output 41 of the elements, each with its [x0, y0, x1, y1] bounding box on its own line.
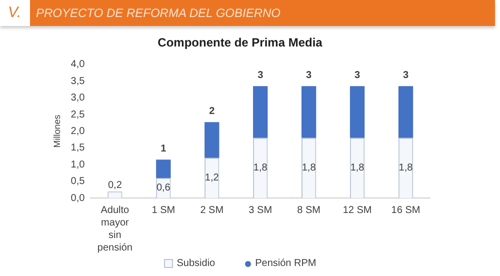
total-label: 3 [306, 70, 312, 81]
text: V. [7, 3, 22, 23]
x-tick-label: 8 SM [297, 205, 320, 216]
y-tick-label: 3,5 [70, 76, 86, 87]
data-label: 1,8 [302, 162, 316, 174]
y-tick-label: 4,0 [70, 59, 86, 70]
x-tick-label: 3 SM [248, 205, 272, 216]
bar [398, 86, 414, 138]
data-label: 1,8 [350, 162, 365, 174]
y-tick-label: 2,5 [70, 109, 86, 120]
bar [204, 122, 220, 158]
bar [350, 86, 365, 138]
y-tick-label: 2,0 [70, 126, 86, 137]
data-label: 0,2 [108, 180, 122, 192]
y-tick-label: 0,5 [70, 176, 86, 188]
total-label: 3 [258, 70, 264, 81]
y-tick-label: 1,0 [70, 159, 86, 170]
x-tick-label: 1 SM [152, 205, 176, 216]
data-label: 0,6 [156, 182, 171, 194]
data-label: 1,2 [204, 172, 220, 184]
data-label: 1,8 [253, 162, 268, 174]
legend-label: Subsidio [176, 258, 216, 269]
x-tick-label: Adulto mayor sin pensión [97, 205, 132, 254]
y-tick-label: 0,0 [70, 192, 86, 204]
bar [301, 86, 316, 138]
bar [253, 86, 268, 138]
x-tick-label: 2 SM [200, 205, 224, 216]
total-label: 3 [354, 70, 361, 81]
chart-title: Componente de Prima Media [158, 36, 323, 50]
total-label: 1 [160, 143, 167, 154]
data-label: 1,8 [398, 162, 414, 174]
x-tick-label: 16 SM [391, 205, 420, 216]
x-tick-label: 12 SM [342, 205, 372, 216]
total-label: 3 [402, 70, 409, 81]
y-tick-label: 1,5 [70, 142, 86, 154]
bar [156, 160, 171, 178]
y-axis-title: Millones [52, 114, 62, 148]
text: PROYECTO DE REFORMA DEL GOBIERNO [30, 0, 495, 26]
legend-label: Pensión RPM [255, 258, 316, 269]
total-label: 2 [209, 106, 216, 117]
y-tick-label: 3,0 [70, 92, 86, 104]
